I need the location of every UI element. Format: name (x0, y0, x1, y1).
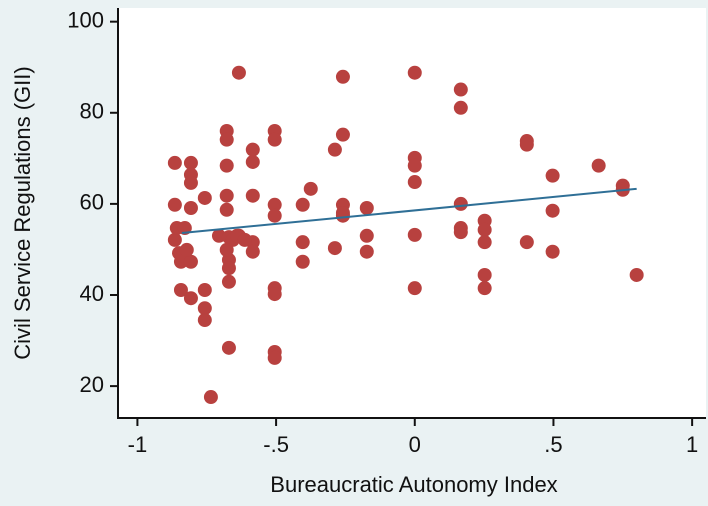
point (203, 390, 218, 405)
point (453, 196, 468, 211)
point (359, 200, 374, 215)
point (237, 232, 252, 247)
y-tick-label: 60 (80, 190, 104, 215)
point (231, 65, 246, 80)
point (183, 291, 198, 306)
point (407, 65, 422, 80)
point (303, 181, 318, 196)
point (219, 242, 234, 257)
x-tick-label: .5 (544, 432, 562, 457)
point (453, 100, 468, 115)
point (167, 232, 182, 247)
point (267, 197, 282, 212)
point (197, 313, 212, 328)
point (327, 241, 342, 256)
point (335, 69, 350, 84)
point (245, 244, 260, 259)
point (267, 132, 282, 147)
y-tick-label: 100 (67, 7, 104, 32)
x-tick-label: 1 (686, 432, 698, 457)
point (545, 244, 560, 259)
point (179, 242, 194, 257)
point (167, 197, 182, 212)
point (477, 235, 492, 250)
point (245, 188, 260, 203)
point (407, 175, 422, 190)
fit-line (181, 187, 637, 235)
point (183, 175, 198, 190)
point (219, 202, 234, 217)
point (221, 274, 236, 289)
point (477, 222, 492, 237)
point (183, 200, 198, 215)
point (453, 225, 468, 240)
point (327, 142, 342, 157)
point (219, 132, 234, 147)
x-axis-label: Bureaucratic Autonomy Index (270, 472, 557, 497)
point (267, 208, 282, 223)
y-tick-label: 20 (80, 372, 104, 397)
point (477, 281, 492, 296)
point (219, 188, 234, 203)
point (183, 155, 198, 170)
y-axis-label: Civil Service Regulations (GII) (10, 66, 35, 359)
point (221, 261, 236, 276)
point (519, 235, 534, 250)
point (221, 340, 236, 355)
point (197, 301, 212, 316)
point (335, 127, 350, 142)
point (197, 190, 212, 205)
point (167, 155, 182, 170)
point (295, 235, 310, 250)
point (591, 158, 606, 173)
point (629, 267, 644, 282)
point (407, 227, 422, 242)
point (219, 158, 234, 173)
point (407, 158, 422, 173)
x-tick-label: 0 (409, 432, 421, 457)
point (545, 203, 560, 218)
x-tick-label: -.5 (263, 432, 289, 457)
point (245, 142, 260, 157)
point (295, 254, 310, 269)
point (359, 228, 374, 243)
point (197, 282, 212, 297)
point (183, 254, 198, 269)
point (519, 137, 534, 152)
point (295, 197, 310, 212)
point (245, 154, 260, 169)
point (453, 82, 468, 97)
point (359, 244, 374, 259)
x-tick-label: -1 (128, 432, 148, 457)
point (173, 282, 188, 297)
y-tick-label: 80 (80, 99, 104, 124)
point (477, 267, 492, 282)
point (407, 281, 422, 296)
point (267, 350, 282, 365)
point (545, 168, 560, 183)
y-tick-label: 40 (80, 281, 104, 306)
point (267, 287, 282, 302)
